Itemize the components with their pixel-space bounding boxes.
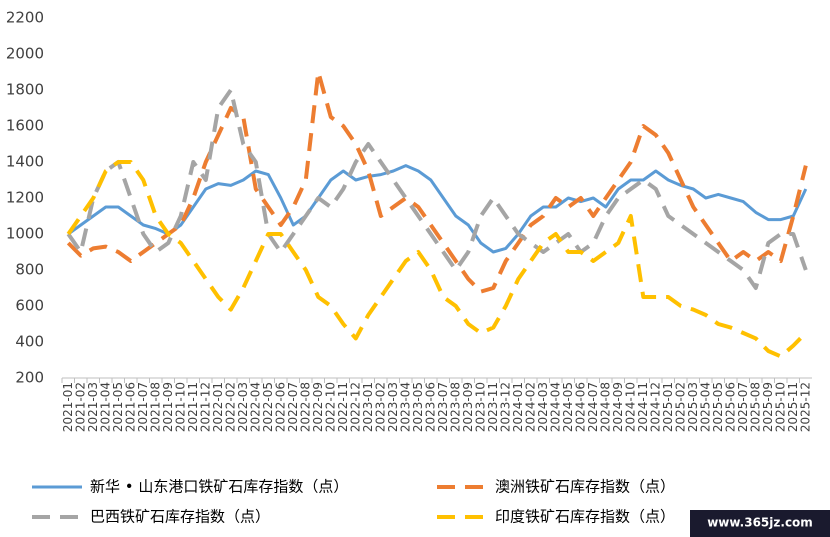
x-tick-label: 2025-07 (736, 382, 750, 432)
x-tick-label: 2021-02 (73, 382, 87, 432)
x-tick-label: 2021-09 (161, 382, 175, 432)
x-tick-label: 2021-05 (111, 382, 125, 432)
x-tick-label: 2024-07 (586, 382, 600, 432)
x-tick-label: 2023-12 (498, 382, 512, 432)
x-tick-label: 2022-11 (336, 382, 350, 432)
x-tick-label: 2023-10 (473, 382, 487, 432)
x-tick-label: 2025-04 (698, 382, 712, 432)
x-tick-label: 2022-06 (273, 382, 287, 432)
x-tick-label: 2024-12 (648, 382, 662, 432)
x-tick-label: 2022-03 (236, 382, 250, 432)
x-tick-label: 2023-08 (448, 382, 462, 432)
x-tick-label: 2025-12 (798, 382, 812, 432)
x-tick-label: 2025-02 (673, 382, 687, 432)
x-tick-label: 2021-04 (98, 382, 112, 432)
x-tick-label: 2025-10 (773, 382, 787, 432)
x-tick-label: 2024-05 (561, 382, 575, 432)
x-tick-label: 2025-08 (748, 382, 762, 432)
x-tick-label: 2024-09 (611, 382, 625, 432)
x-tick-label: 2025-11 (786, 382, 800, 432)
x-tick-label: 2023-03 (386, 382, 400, 432)
x-tick-label: 2025-01 (661, 382, 675, 432)
y-tick-label: 400 (15, 333, 44, 351)
y-tick-label: 1600 (6, 117, 44, 135)
series-line (66, 70, 808, 294)
x-tick-label: 2021-03 (86, 382, 100, 432)
x-tick-label: 2022-05 (261, 382, 275, 432)
x-tick-label: 2025-09 (761, 382, 775, 432)
y-tick-label: 800 (15, 261, 44, 279)
legend-label: 新华 • 山东港口铁矿石库存指数（点） (90, 478, 348, 496)
legend-label: 巴西铁矿石库存指数（点） (90, 508, 270, 526)
x-tick-label: 2022-04 (248, 382, 262, 432)
x-tick-label: 2024-02 (523, 382, 537, 432)
x-tick-label: 2023-02 (373, 382, 387, 432)
x-tick-label: 2022-02 (223, 382, 237, 432)
x-tick-label: 2023-09 (461, 382, 475, 432)
y-tick-label: 1800 (6, 81, 44, 99)
x-tick-label: 2023-11 (486, 382, 500, 432)
y-tick-label: 2200 (6, 9, 44, 27)
series-line (66, 88, 808, 290)
watermark-bg (690, 510, 830, 537)
y-tick-label: 1000 (6, 225, 44, 243)
x-tick-label: 2025-06 (723, 382, 737, 432)
x-tick-label: 2022-08 (298, 382, 312, 432)
x-tick-label: 2022-10 (323, 382, 337, 432)
x-tick-label: 2022-07 (286, 382, 300, 432)
x-tick-label: 2022-01 (211, 382, 225, 432)
series-line (66, 160, 808, 359)
x-tick-label: 2025-05 (711, 382, 725, 432)
x-tick-label: 2023-01 (361, 382, 375, 432)
x-tick-label: 2023-04 (398, 382, 412, 432)
x-tick-label: 2021-01 (61, 382, 75, 432)
x-tick-label: 2021-11 (186, 382, 200, 432)
y-tick-label: 1400 (6, 153, 44, 171)
x-tick-label: 2022-09 (311, 382, 325, 432)
x-tick-label: 2022-12 (348, 382, 362, 432)
x-tick-label: 2021-07 (136, 382, 150, 432)
x-tick-label: 2021-12 (198, 382, 212, 432)
x-tick-label: 2024-04 (548, 382, 562, 432)
watermark: www.365jz.com (707, 516, 813, 530)
legend-label: 印度铁矿石库存指数（点） (495, 508, 675, 526)
x-tick-label: 2024-01 (511, 382, 525, 432)
x-tick-label: 2024-11 (636, 382, 650, 432)
x-tick-label: 2021-08 (148, 382, 162, 432)
x-tick-label: 2024-06 (573, 382, 587, 432)
x-tick-label: 2025-03 (686, 382, 700, 432)
y-tick-label: 200 (15, 369, 44, 387)
x-tick-label: 2024-08 (598, 382, 612, 432)
x-tick-label: 2023-05 (411, 382, 425, 432)
x-tick-label: 2021-10 (173, 382, 187, 432)
x-tick-label: 2024-03 (536, 382, 550, 432)
x-tick-label: 2023-07 (436, 382, 450, 432)
x-tick-label: 2024-10 (623, 382, 637, 432)
y-tick-label: 2000 (6, 45, 44, 63)
y-tick-label: 600 (15, 297, 44, 315)
x-tick-label: 2021-06 (123, 382, 137, 432)
legend-label: 澳洲铁矿石库存指数（点） (495, 478, 675, 496)
x-tick-label: 2023-06 (423, 382, 437, 432)
y-tick-label: 1200 (6, 189, 44, 207)
